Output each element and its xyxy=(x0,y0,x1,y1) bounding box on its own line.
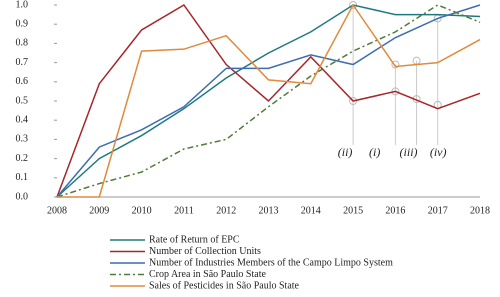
y-tick-label: 0.8 xyxy=(16,38,29,49)
x-tick-label: 2009 xyxy=(89,205,109,216)
y-tick-label: 0.5 xyxy=(16,95,29,106)
x-tick-label: 2016 xyxy=(385,205,405,216)
series-line xyxy=(57,3,481,198)
y-tick-label: 0.4 xyxy=(16,114,29,125)
y-tick-label: 0.2 xyxy=(16,153,29,164)
x-tick-label: 2018 xyxy=(470,205,490,216)
legend-label: Number of Collection Units xyxy=(149,246,261,257)
annotation-circle xyxy=(349,1,358,9)
y-tick-label: 0.7 xyxy=(16,57,29,68)
annotation-circle xyxy=(391,60,400,69)
x-tick-label: 2008 xyxy=(47,205,67,216)
y-tick-label: 0.3 xyxy=(16,134,29,145)
series-line xyxy=(56,4,481,198)
legend-label: Number of Industries Members of the Camp… xyxy=(149,257,393,268)
y-tick-label: 0.6 xyxy=(16,76,29,87)
x-tick-label: 2010 xyxy=(132,205,152,216)
legend-label: Sales of Pesticides in São Paulo State xyxy=(149,280,300,291)
annotation: (ii) xyxy=(338,145,353,159)
annotation: (iii) xyxy=(400,145,418,159)
series-line xyxy=(56,4,481,198)
x-tick-label: 2017 xyxy=(428,205,448,216)
legend-label: Crop Area in São Paulo State xyxy=(149,269,266,280)
y-tick-label: 0.0 xyxy=(16,191,29,202)
x-tick-label: 2015 xyxy=(343,205,363,216)
x-tick-label: 2012 xyxy=(216,205,236,216)
y-tick-label: 0.1 xyxy=(16,172,29,183)
annotation: (iv) xyxy=(430,145,447,159)
y-tick-label: 0.9 xyxy=(16,18,29,29)
annotation-circle xyxy=(349,97,358,105)
legend-label: Rate of Return of EPC xyxy=(149,234,240,245)
x-tick-label: 2011 xyxy=(174,205,194,216)
series-line xyxy=(56,4,481,198)
x-tick-label: 2014 xyxy=(301,205,321,216)
series-line xyxy=(56,4,481,198)
annotation: (i) xyxy=(369,145,380,159)
annotation-circle xyxy=(391,87,400,96)
x-tick-label: 2013 xyxy=(259,205,279,216)
y-tick-label: 1.0 xyxy=(16,0,29,10)
